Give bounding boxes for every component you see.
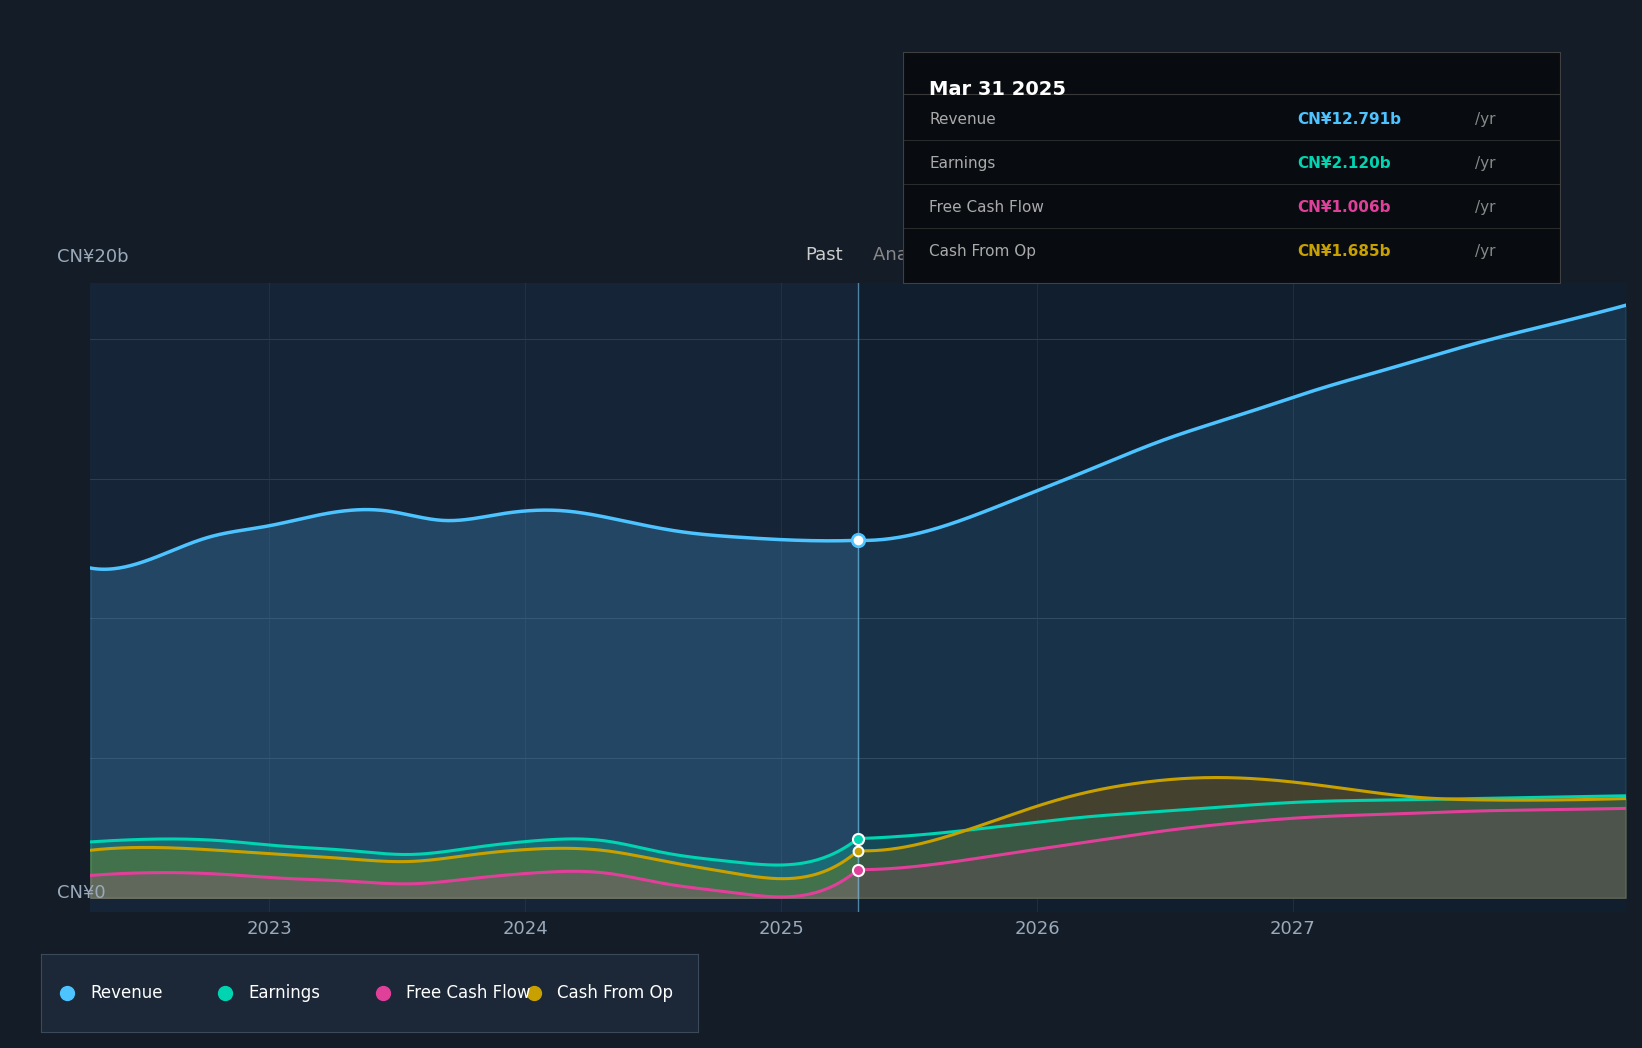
Text: /yr: /yr (1475, 200, 1494, 215)
Text: Revenue: Revenue (929, 112, 997, 128)
Text: /yr: /yr (1475, 244, 1494, 259)
Text: Earnings: Earnings (248, 984, 320, 1002)
Text: Cash From Op: Cash From Op (557, 984, 673, 1002)
Text: CN¥0: CN¥0 (57, 883, 107, 902)
Text: /yr: /yr (1475, 156, 1494, 171)
Text: Free Cash Flow: Free Cash Flow (406, 984, 530, 1002)
Text: CN¥1.685b: CN¥1.685b (1297, 244, 1391, 259)
Bar (90, 283, 859, 912)
Text: Cash From Op: Cash From Op (929, 244, 1036, 259)
Text: CN¥20b: CN¥20b (57, 247, 130, 266)
Text: Analysts Forecasts: Analysts Forecasts (874, 246, 1041, 264)
Text: Revenue: Revenue (90, 984, 163, 1002)
Text: CN¥1.006b: CN¥1.006b (1297, 200, 1391, 215)
Text: Earnings: Earnings (929, 156, 995, 171)
Text: Mar 31 2025: Mar 31 2025 (929, 80, 1066, 100)
Text: /yr: /yr (1475, 112, 1494, 128)
Text: Past: Past (805, 246, 842, 264)
Text: CN¥2.120b: CN¥2.120b (1297, 156, 1391, 171)
Bar (859, 283, 1626, 912)
Text: Free Cash Flow: Free Cash Flow (929, 200, 1044, 215)
Text: CN¥12.791b: CN¥12.791b (1297, 112, 1401, 128)
